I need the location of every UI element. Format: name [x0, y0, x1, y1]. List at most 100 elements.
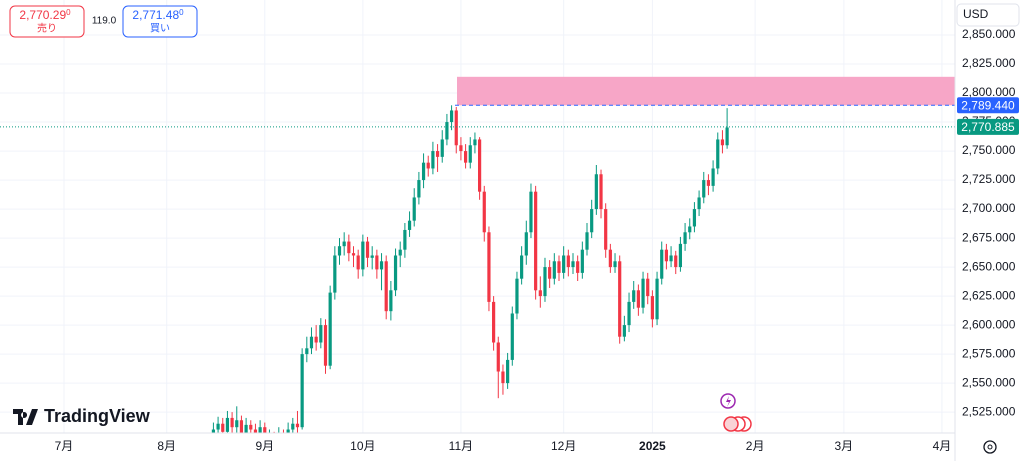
buy-price[interactable]: 2,771.480 [132, 8, 184, 22]
candle-body [706, 180, 711, 186]
candle-body [230, 417, 234, 428]
candle-body [636, 290, 640, 308]
candle-body [613, 261, 617, 268]
plot [0, 76, 955, 439]
y-tick-label: 2,850.000 [962, 27, 1016, 41]
y-tick-label: 2,600.000 [962, 317, 1016, 331]
price-tag-label: 2,770.885 [961, 120, 1015, 134]
candle-body [282, 434, 285, 439]
candle-body [337, 246, 342, 256]
sell-box-frame[interactable] [9, 5, 85, 38]
x-tick-label: 9月 [255, 439, 274, 453]
candle-body [664, 249, 668, 262]
event-icons[interactable] [720, 393, 752, 432]
currency-frame[interactable] [956, 3, 1020, 27]
candle-body [398, 249, 402, 256]
currency[interactable]: USD [963, 7, 989, 21]
candle-body [365, 241, 370, 258]
candle-body [356, 255, 360, 270]
candle-body [562, 255, 566, 273]
candle-body [347, 241, 351, 254]
y-tick-label: 2,750.000 [962, 143, 1016, 157]
candle-body [407, 220, 412, 230]
price-tag [957, 97, 1019, 114]
buy-box-frame[interactable] [122, 5, 198, 38]
event-icon[interactable] [723, 416, 739, 432]
x-tick-label: 2月 [746, 439, 765, 453]
y-tick-label: 2,800.000 [962, 85, 1016, 99]
candle-body [384, 261, 388, 312]
candle-body [403, 229, 407, 250]
candle-body [305, 348, 309, 355]
candle-body [683, 232, 687, 244]
candle-body [389, 290, 393, 312]
x-tick-label: 3月 [835, 439, 854, 453]
candle-body [379, 261, 384, 270]
sell-label[interactable]: 売り [37, 22, 57, 35]
sell-box[interactable]: 2,770.290 売り [9, 5, 85, 38]
candle-body [646, 278, 650, 297]
candle-body [314, 336, 318, 343]
x-tick-label: 10月 [350, 439, 375, 453]
x-tick-label: 11月 [449, 439, 473, 453]
candle-body [529, 191, 533, 233]
candle-body [716, 139, 720, 169]
candle-body [566, 255, 570, 268]
y-tick-label: 2,650.000 [962, 259, 1016, 273]
candle-body [599, 174, 603, 210]
sell-price-main[interactable]: 2,770.29 [19, 8, 66, 22]
settings[interactable] [983, 440, 997, 454]
candle-body [235, 420, 239, 428]
candle-body [515, 278, 519, 314]
buy-label[interactable]: 買い [150, 23, 170, 35]
y-tick-label: 2,575.000 [962, 346, 1016, 360]
candle-body [426, 162, 430, 169]
candle-body [650, 296, 654, 320]
candle-body [487, 232, 491, 302]
candle-body [482, 191, 486, 233]
candle-body [618, 261, 622, 337]
x-tick-label: 7月 [55, 439, 74, 453]
candle-body [725, 127, 729, 146]
buy-price-super[interactable]: 0 [179, 8, 184, 17]
candle-body [319, 325, 323, 343]
settings-icon-center [987, 444, 993, 450]
brand: TradingView [44, 406, 151, 426]
candle-body [253, 429, 258, 433]
candle-body [473, 139, 477, 146]
candle-body [370, 255, 374, 258]
sell-price[interactable]: 2,770.290 [19, 8, 71, 22]
candle-body [543, 267, 547, 297]
candle-body [258, 427, 262, 433]
candle-body [702, 180, 706, 198]
candle-body [216, 423, 220, 430]
candle-body [510, 313, 514, 360]
y-tick-label: 2,675.000 [962, 230, 1016, 244]
candle-body [660, 249, 664, 279]
price-tag-label: 2,789.440 [961, 98, 1015, 112]
candle-body [678, 243, 683, 268]
candle-body [548, 267, 552, 279]
candle-body [225, 417, 230, 432]
candle-body [641, 278, 645, 308]
candle-body [655, 278, 659, 320]
event-glyph [726, 396, 731, 407]
candle-body [449, 110, 454, 123]
sell-price-super[interactable]: 0 [66, 8, 71, 17]
candle-body [674, 255, 678, 268]
currency-select[interactable]: USD [956, 3, 1020, 27]
candle-body [604, 209, 608, 250]
settings-icon[interactable] [983, 440, 997, 454]
candle-body [688, 226, 692, 233]
candle-body [552, 261, 556, 279]
candle-body [286, 429, 290, 433]
x-tick-label: 4月 [933, 439, 952, 453]
candle-body [431, 151, 435, 169]
buy-price-main[interactable]: 2,771.48 [132, 8, 179, 22]
resistance-zone [457, 76, 955, 106]
candle-body [375, 255, 379, 270]
candle-body [417, 180, 421, 198]
candle-body [239, 420, 244, 433]
buy-box[interactable]: 2,771.480 買い [122, 5, 198, 38]
